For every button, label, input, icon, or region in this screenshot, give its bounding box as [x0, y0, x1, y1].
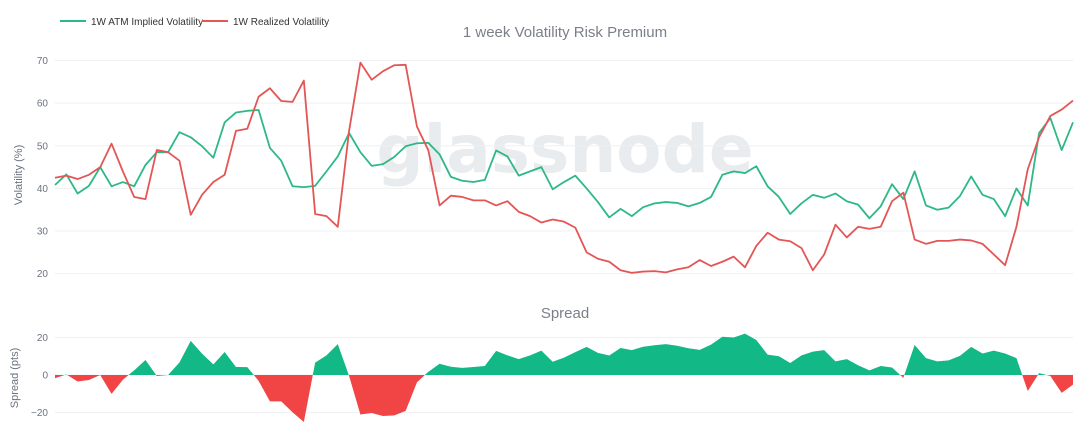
spread-series: [55, 333, 1073, 422]
main-y-tick-label: 30: [37, 227, 49, 238]
legend-label-realized: 1W Realized Volatility: [233, 17, 329, 28]
watermark-logo: glassnode: [376, 111, 753, 188]
spread-y-tick-label: −20: [31, 408, 48, 419]
main-y-tick-label: 50: [37, 141, 49, 152]
main-series: [54, 61, 1074, 274]
main-y-axis-label: Volatility (%): [13, 145, 25, 206]
spread-chart-title: Spread: [541, 305, 589, 322]
legend-label-implied: 1W ATM Implied Volatility: [91, 17, 203, 28]
main-chart-title: 1 week Volatility Risk Premium: [463, 24, 667, 41]
main-y-ticks: 20 30 40 50 60 70: [37, 56, 49, 280]
legend: 1W ATM Implied Volatility 1W Realized Vo…: [60, 17, 329, 28]
legend-item-realized[interactable]: 1W Realized Volatility: [202, 17, 329, 28]
implied-volatility-line: [54, 109, 1074, 220]
main-y-tick-label: 60: [37, 99, 49, 110]
spread-y-axis-label: Spread (pts): [9, 348, 21, 409]
spread-y-tick-label: 0: [42, 371, 48, 382]
realized-volatility-line: [54, 61, 1074, 274]
legend-item-implied[interactable]: 1W ATM Implied Volatility: [60, 17, 203, 28]
main-gridlines: [55, 60, 1073, 275]
main-y-tick-label: 40: [37, 184, 49, 195]
spread-negative-area: [55, 375, 1073, 422]
main-y-tick-label: 70: [37, 56, 49, 67]
spread-y-tick-label: 20: [37, 333, 49, 344]
main-y-tick-label: 20: [37, 269, 49, 280]
spread-y-ticks: 20 0 −20: [31, 333, 48, 419]
spread-positive-area: [55, 333, 1073, 376]
